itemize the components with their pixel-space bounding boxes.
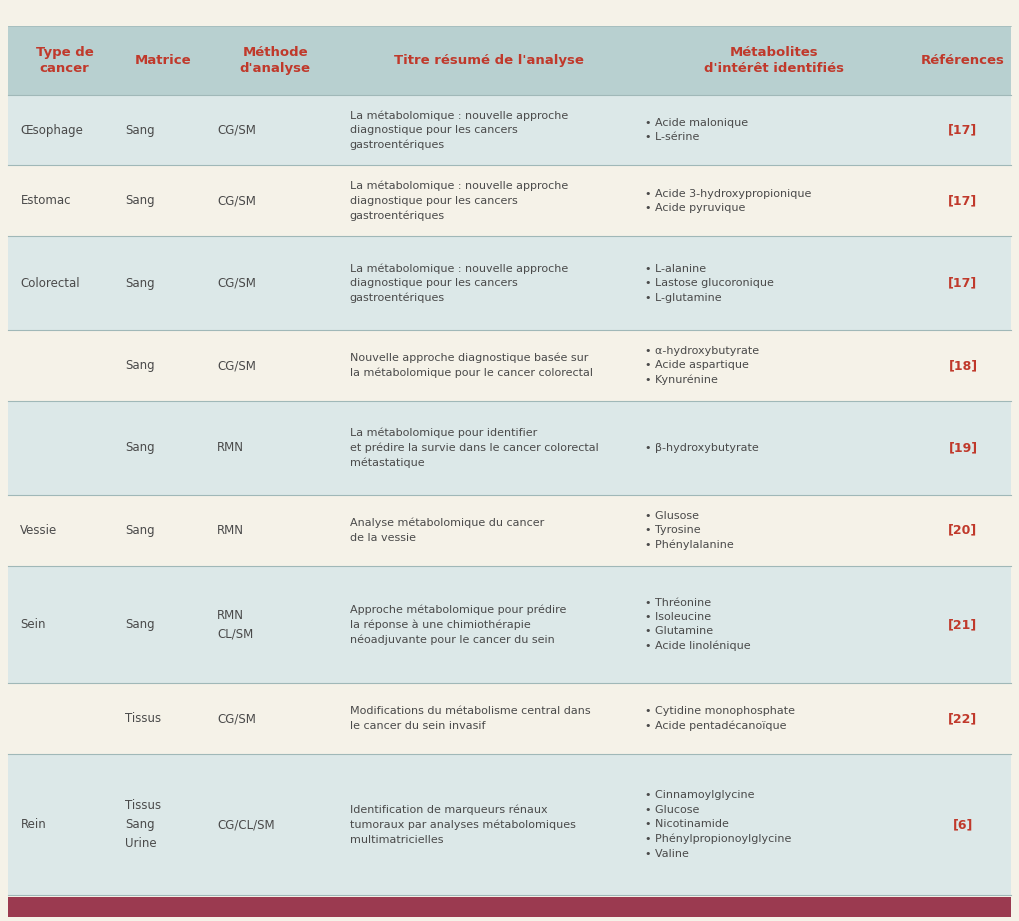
- Text: Matrice: Matrice: [135, 53, 192, 67]
- FancyBboxPatch shape: [8, 401, 1011, 495]
- FancyBboxPatch shape: [8, 565, 1011, 683]
- Text: Méthode
d'analyse: Méthode d'analyse: [239, 46, 311, 75]
- Text: Rein: Rein: [20, 818, 46, 831]
- Text: [17]: [17]: [949, 276, 977, 290]
- Text: La métabolomique : nouvelle approche
diagnostique pour les cancers
gastroentériq: La métabolomique : nouvelle approche dia…: [350, 263, 568, 303]
- Text: Tissus: Tissus: [125, 712, 161, 725]
- Text: RMN: RMN: [217, 524, 244, 537]
- Text: Identification de marqueurs rénaux
tumoraux par analyses métabolomiques
multimat: Identification de marqueurs rénaux tumor…: [350, 805, 576, 845]
- Text: CG/SM: CG/SM: [217, 123, 256, 136]
- Text: • α-hydroxybutyrate
• Acide aspartique
• Kynurénine: • α-hydroxybutyrate • Acide aspartique •…: [645, 345, 759, 385]
- FancyBboxPatch shape: [8, 897, 1011, 917]
- Text: • Acide 3-hydroxypropionique
• Acide pyruvique: • Acide 3-hydroxypropionique • Acide pyr…: [645, 189, 811, 213]
- FancyBboxPatch shape: [8, 754, 1011, 895]
- Text: Type de
cancer: Type de cancer: [36, 46, 94, 75]
- Text: RMN: RMN: [217, 441, 244, 454]
- Text: Sang: Sang: [125, 194, 155, 207]
- Text: Références: Références: [921, 53, 1005, 67]
- FancyBboxPatch shape: [8, 166, 1011, 236]
- Text: La métabolomique pour identifier
et prédire la survie dans le cancer colorectal
: La métabolomique pour identifier et préd…: [350, 427, 598, 469]
- Text: CG/SM: CG/SM: [217, 276, 256, 290]
- Text: Métabolites
d'intérêt identifiés: Métabolites d'intérêt identifiés: [704, 46, 845, 75]
- Text: [6]: [6]: [953, 818, 973, 831]
- Text: [21]: [21]: [949, 618, 977, 631]
- Text: Sang: Sang: [125, 441, 155, 454]
- Text: [19]: [19]: [949, 441, 977, 454]
- FancyBboxPatch shape: [8, 683, 1011, 754]
- Text: Œsophage: Œsophage: [20, 123, 84, 136]
- Text: CG/SM: CG/SM: [217, 194, 256, 207]
- Text: • Acide malonique
• L-sérine: • Acide malonique • L-sérine: [645, 118, 748, 143]
- Text: [17]: [17]: [949, 194, 977, 207]
- Text: Sang: Sang: [125, 359, 155, 372]
- Text: La métabolomique : nouvelle approche
diagnostique pour les cancers
gastroentériq: La métabolomique : nouvelle approche dia…: [350, 111, 568, 150]
- Text: Colorectal: Colorectal: [20, 276, 81, 290]
- Text: [17]: [17]: [949, 123, 977, 136]
- Text: Titre résumé de l'analyse: Titre résumé de l'analyse: [394, 53, 584, 67]
- FancyBboxPatch shape: [8, 236, 1011, 331]
- Text: • β-hydroxybutyrate: • β-hydroxybutyrate: [645, 443, 759, 453]
- Text: Tissus
Sang
Urine: Tissus Sang Urine: [125, 799, 161, 850]
- FancyBboxPatch shape: [8, 331, 1011, 401]
- Text: Approche métabolomique pour prédire
la réponse à une chimiothérapie
néoadjuvante: Approche métabolomique pour prédire la r…: [350, 604, 566, 645]
- Text: Analyse métabolomique du cancer
de la vessie: Analyse métabolomique du cancer de la ve…: [350, 518, 544, 542]
- Text: Sang: Sang: [125, 276, 155, 290]
- Text: • Glusose
• Tyrosine
• Phénylalanine: • Glusose • Tyrosine • Phénylalanine: [645, 510, 734, 550]
- Text: RMN
CL/SM: RMN CL/SM: [217, 609, 254, 640]
- Text: Sang: Sang: [125, 618, 155, 631]
- Text: [18]: [18]: [949, 359, 977, 372]
- Text: • Thréonine
• Isoleucine
• Glutamine
• Acide linolénique: • Thréonine • Isoleucine • Glutamine • A…: [645, 598, 751, 651]
- FancyBboxPatch shape: [8, 26, 1011, 95]
- Text: • Cinnamoylglycine
• Glucose
• Nicotinamide
• Phénylpropionoylglycine
• Valine: • Cinnamoylglycine • Glucose • Nicotinam…: [645, 790, 792, 858]
- Text: Vessie: Vessie: [20, 524, 58, 537]
- Text: [22]: [22]: [949, 712, 977, 725]
- Text: Sein: Sein: [20, 618, 46, 631]
- Text: [20]: [20]: [949, 524, 977, 537]
- Text: Sang: Sang: [125, 524, 155, 537]
- Text: Modifications du métabolisme central dans
le cancer du sein invasif: Modifications du métabolisme central dan…: [350, 706, 590, 731]
- Text: Nouvelle approche diagnostique basée sur
la métabolomique pour le cancer colorec: Nouvelle approche diagnostique basée sur…: [350, 353, 592, 379]
- Text: La métabolomique : nouvelle approche
diagnostique pour les cancers
gastroentériq: La métabolomique : nouvelle approche dia…: [350, 181, 568, 221]
- FancyBboxPatch shape: [8, 95, 1011, 166]
- Text: • L-alanine
• Lastose glucoronique
• L-glutamine: • L-alanine • Lastose glucoronique • L-g…: [645, 263, 773, 303]
- Text: CG/SM: CG/SM: [217, 712, 256, 725]
- Text: Estomac: Estomac: [20, 194, 71, 207]
- Text: • Cytidine monophosphate
• Acide pentadécanoïque: • Cytidine monophosphate • Acide pentadé…: [645, 706, 795, 731]
- Text: CG/SM: CG/SM: [217, 359, 256, 372]
- FancyBboxPatch shape: [8, 495, 1011, 565]
- Text: CG/CL/SM: CG/CL/SM: [217, 818, 275, 831]
- Text: Sang: Sang: [125, 123, 155, 136]
